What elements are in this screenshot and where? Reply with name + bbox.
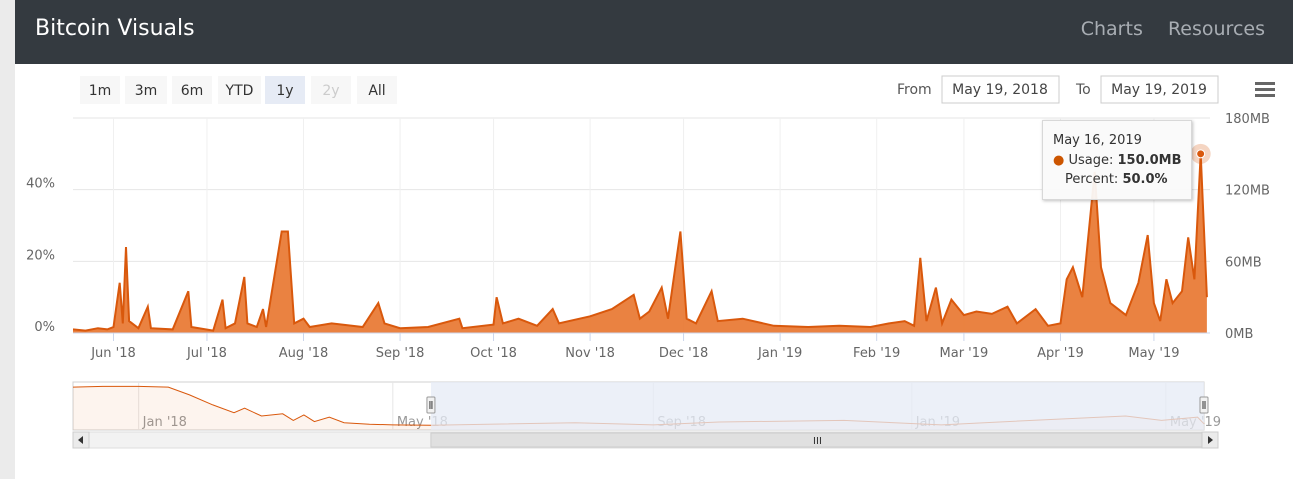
y-left-tick-label: 0% [34,320,55,335]
range-button-6m[interactable]: 6m [172,76,212,104]
x-tick-label: Oct '18 [470,346,517,361]
range-button-label: 6m [181,83,204,99]
range-button-all[interactable]: All [357,76,397,104]
navigator-scrollbar[interactable] [72,431,1219,449]
usage-area-fill [73,153,1207,333]
tooltip-date: May 16, 2019 [1053,133,1142,148]
range-button-2y[interactable]: 2y [311,76,351,104]
y-left-tick-label: 20% [26,248,55,263]
range-button-ytd[interactable]: YTD [218,76,261,104]
top-navbar: Bitcoin Visuals Charts Resources [15,0,1293,64]
to-date-value: May 19, 2019 [1111,82,1207,98]
x-tick-label: Mar '19 [940,346,989,361]
scroll-right-arrow-icon[interactable] [1201,431,1219,449]
usage-series [73,153,1208,333]
hover-marker [1190,143,1211,164]
range-button-label: 2y [322,83,339,99]
from-date-input[interactable] [941,75,1060,104]
to-date-input[interactable] [1100,75,1219,104]
x-axis: Jun '18 Jul '18 Aug '18 Sep '18 Oct '18 Nov '… [73,332,1210,361]
from-label: From [897,82,932,98]
from-date-value: May 19, 2018 [952,82,1048,98]
x-tick-label: Dec '18 [659,346,708,361]
tooltip-usage-value: 150.0MB [1117,153,1182,168]
y-right-tick-label: 120MB [1225,184,1270,199]
tooltip-usage-row: ● Usage: 150.0MB [1053,153,1181,168]
usage-line [73,153,1208,332]
y-right-tick-label: 0MB [1225,327,1253,342]
navigator-right-handle[interactable] [1199,396,1209,414]
range-button-label: 1y [276,83,293,99]
range-button-1y[interactable]: 1y [265,76,305,104]
scroll-left-arrow-icon[interactable] [72,431,90,449]
hover-point [1196,149,1206,159]
navigator-tick-label: Jan '18 [142,415,187,430]
x-tick-label: Aug '18 [279,346,329,361]
range-button-label: YTD [225,83,254,99]
hamburger-icon[interactable] [1255,82,1275,97]
y-right-tick-label: 180MB [1225,112,1270,127]
tooltip-percent-label: Percent: [1065,172,1123,187]
range-button-label: All [368,83,385,99]
nav-links: Charts Resources [1061,18,1265,40]
x-tick-label: Feb '19 [853,346,900,361]
nav-charts-link[interactable]: Charts [1080,18,1143,40]
tooltip-percent-value: 50.0% [1122,172,1168,187]
brand-title[interactable]: Bitcoin Visuals [35,16,195,41]
range-button-label: 3m [135,83,158,99]
x-tick-label: Sep '18 [376,346,425,361]
tooltip-usage-label: Usage: [1068,153,1118,168]
range-button-1m[interactable]: 1m [80,76,120,104]
to-label: To [1075,82,1091,98]
x-tick-label: Jul '18 [186,346,227,361]
x-tick-label: Apr '19 [1037,346,1084,361]
series-dot-icon: ● [1053,153,1065,168]
y-right-tick-label: 60MB [1225,255,1262,270]
x-tick-label: Nov '18 [565,346,615,361]
navigator-selection[interactable] [430,382,1204,430]
range-button-3m[interactable]: 3m [125,76,167,104]
nav-resources-link[interactable]: Resources [1167,18,1265,40]
tooltip: May 16, 2019 ● Usage: 150.0MB Percent: 5… [1042,120,1192,200]
navigator-left-handle[interactable] [426,396,436,414]
x-tick-label: Jan '19 [757,346,802,361]
y-axis-right: 0MB 60MB 120MB 180MB [1225,112,1270,342]
y-left-tick-label: 40% [26,177,55,192]
y-axis-left: 0% 20% 40% [26,177,55,335]
area-chart: 1m 3m 6m YTD 1y 2y All From May 19, 2018 To Ma… [26,75,1275,449]
x-tick-label: Jun '18 [90,346,136,361]
range-button-label: 1m [89,83,112,99]
x-tick-label: May '19 [1128,346,1179,361]
tooltip-percent-row: Percent: 50.0% [1065,172,1168,187]
range-selector-buttons: 1m 3m 6m YTD 1y 2y All [80,76,397,104]
